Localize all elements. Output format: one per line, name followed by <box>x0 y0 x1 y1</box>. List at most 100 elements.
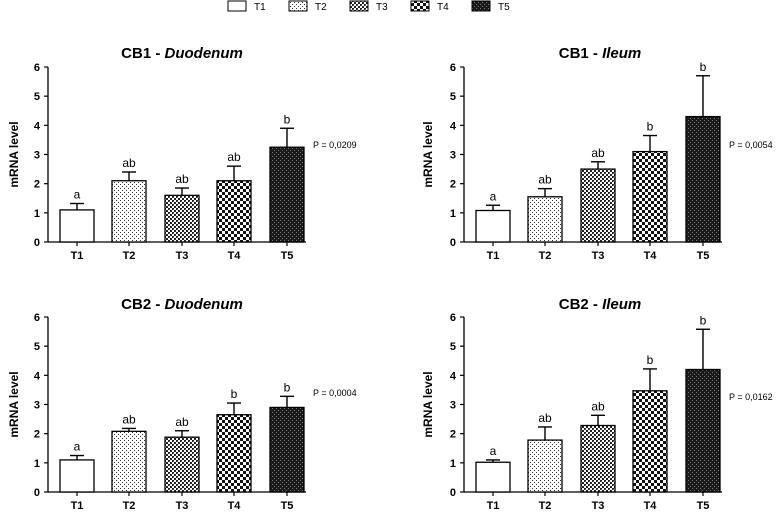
bar-t1 <box>59 209 95 243</box>
legend-label-t2: T2 <box>315 2 327 13</box>
y-tick-label: 2 <box>450 179 456 191</box>
x-tick-label-t4: T4 <box>228 500 242 512</box>
bar-t3 <box>580 424 616 493</box>
chart-panel-3: CB2 - Duodenum mRNA level 0 1 2 3 4 5 6 a T1 ab T2 ab… <box>7 296 357 512</box>
x-tick-label-t4: T4 <box>644 500 658 512</box>
p-value: P = 0,0209 <box>313 140 357 150</box>
y-tick-label: 5 <box>34 341 40 353</box>
chart-panel-1: CB1 - Duodenum mRNA level 0 1 2 3 4 5 6 a T1 ab T2 ab… <box>7 45 357 262</box>
bar-t5 <box>269 146 305 243</box>
chart-title-italic: Ileum <box>602 45 641 62</box>
legend-swatch-t1 <box>227 0 247 12</box>
y-tick-label: 5 <box>450 91 456 103</box>
significance-label-t2: ab <box>122 412 136 426</box>
y-tick-label: 4 <box>34 120 41 132</box>
x-tick-label-t4: T4 <box>228 250 242 262</box>
y-tick-label: 4 <box>450 120 457 132</box>
legend-swatch-t5 <box>471 0 491 12</box>
legend-label-t1: T1 <box>254 2 266 13</box>
chart-panel-4: CB2 - Ileum mRNA level 0 1 2 3 4 5 6 a T1 ab T2 ab T3 b… <box>421 296 773 512</box>
significance-label-t4: ab <box>227 150 241 164</box>
x-tick-label-t5: T5 <box>281 250 294 262</box>
y-tick-label: 0 <box>450 237 456 249</box>
significance-label-t5: b <box>700 313 707 327</box>
legend-label-t3: T3 <box>376 2 388 13</box>
y-tick-label: 3 <box>34 400 40 412</box>
x-tick-label-t2: T2 <box>123 500 136 512</box>
legend-swatch-t2 <box>288 0 308 12</box>
x-tick-label-t3: T3 <box>592 250 605 262</box>
legend-label-t4: T4 <box>437 2 449 13</box>
chart-title-prefix: CB2 - <box>121 296 164 313</box>
legend-swatch-t4 <box>410 0 430 12</box>
p-value: P = 0,0054 <box>729 140 773 150</box>
significance-label-t3: ab <box>591 399 605 413</box>
y-axis-label: mRNA level <box>7 121 21 187</box>
bar-t1 <box>475 209 511 243</box>
chart-title: CB1 - Duodenum <box>121 45 243 62</box>
significance-label-t3: ab <box>175 415 189 429</box>
bar-t5 <box>685 368 721 493</box>
chart-title: CB2 - Ileum <box>559 296 642 313</box>
significance-label-t4: b <box>647 353 654 367</box>
significance-label-t4: b <box>231 387 238 401</box>
x-tick-label-t2: T2 <box>539 500 552 512</box>
bar-t4 <box>216 414 252 493</box>
bar-t2 <box>111 180 147 243</box>
y-axis-label: mRNA level <box>421 121 435 187</box>
y-axis-label: mRNA level <box>421 371 435 437</box>
y-tick-label: 1 <box>34 458 40 470</box>
legend: T1 T2 T3 T4 T5 <box>227 0 510 13</box>
bar-t5 <box>685 115 721 243</box>
y-tick-label: 0 <box>34 487 40 499</box>
bar-t2 <box>527 196 563 243</box>
significance-label-t5: b <box>700 60 707 74</box>
y-tick-label: 5 <box>34 91 40 103</box>
chart-title-prefix: CB1 - <box>121 45 164 62</box>
legend-swatch-t3 <box>349 0 369 12</box>
x-tick-label-t3: T3 <box>176 500 189 512</box>
significance-label-t3: ab <box>175 172 189 186</box>
significance-label-t2: ab <box>538 173 552 187</box>
y-tick-label: 0 <box>450 487 456 499</box>
x-tick-label-t5: T5 <box>697 500 710 512</box>
significance-label-t1: a <box>74 188 81 202</box>
y-tick-label: 6 <box>450 62 456 74</box>
x-tick-label-t4: T4 <box>644 250 658 262</box>
chart-title: CB2 - Duodenum <box>121 296 243 313</box>
x-tick-label-t1: T1 <box>487 250 500 262</box>
y-tick-label: 5 <box>450 341 456 353</box>
chart-title: CB1 - Ileum <box>559 45 642 62</box>
significance-label-t5: b <box>284 380 291 394</box>
y-axis-label: mRNA level <box>7 371 21 437</box>
bar-t1 <box>475 461 511 493</box>
significance-label-t2: ab <box>538 411 552 425</box>
significance-label-t4: b <box>647 120 654 134</box>
y-tick-label: 0 <box>34 237 40 249</box>
chart-panel-2: CB1 - Ileum mRNA level 0 1 2 3 4 5 6 a T1 ab T2 ab T3 b… <box>421 45 773 262</box>
bar-t2 <box>527 439 563 493</box>
y-tick-label: 1 <box>450 208 456 220</box>
x-tick-label-t2: T2 <box>123 250 136 262</box>
significance-label-t1: a <box>490 444 497 458</box>
p-value: P = 0,0162 <box>729 392 773 402</box>
bar-t3 <box>580 168 616 243</box>
y-tick-label: 2 <box>34 429 40 441</box>
y-tick-label: 3 <box>450 150 456 162</box>
legend-label-t5: T5 <box>498 2 510 13</box>
bar-t5 <box>269 406 305 493</box>
y-tick-label: 4 <box>34 370 41 382</box>
y-tick-label: 4 <box>450 370 457 382</box>
y-tick-label: 3 <box>34 150 40 162</box>
x-tick-label-t1: T1 <box>487 500 500 512</box>
p-value: P = 0,0004 <box>313 388 357 398</box>
bar-t4 <box>632 390 668 493</box>
x-tick-label-t3: T3 <box>176 250 189 262</box>
bar-t3 <box>164 194 200 243</box>
y-tick-label: 3 <box>450 400 456 412</box>
chart-title-prefix: CB2 - <box>559 296 602 313</box>
x-tick-label-t2: T2 <box>539 250 552 262</box>
y-tick-label: 2 <box>450 429 456 441</box>
